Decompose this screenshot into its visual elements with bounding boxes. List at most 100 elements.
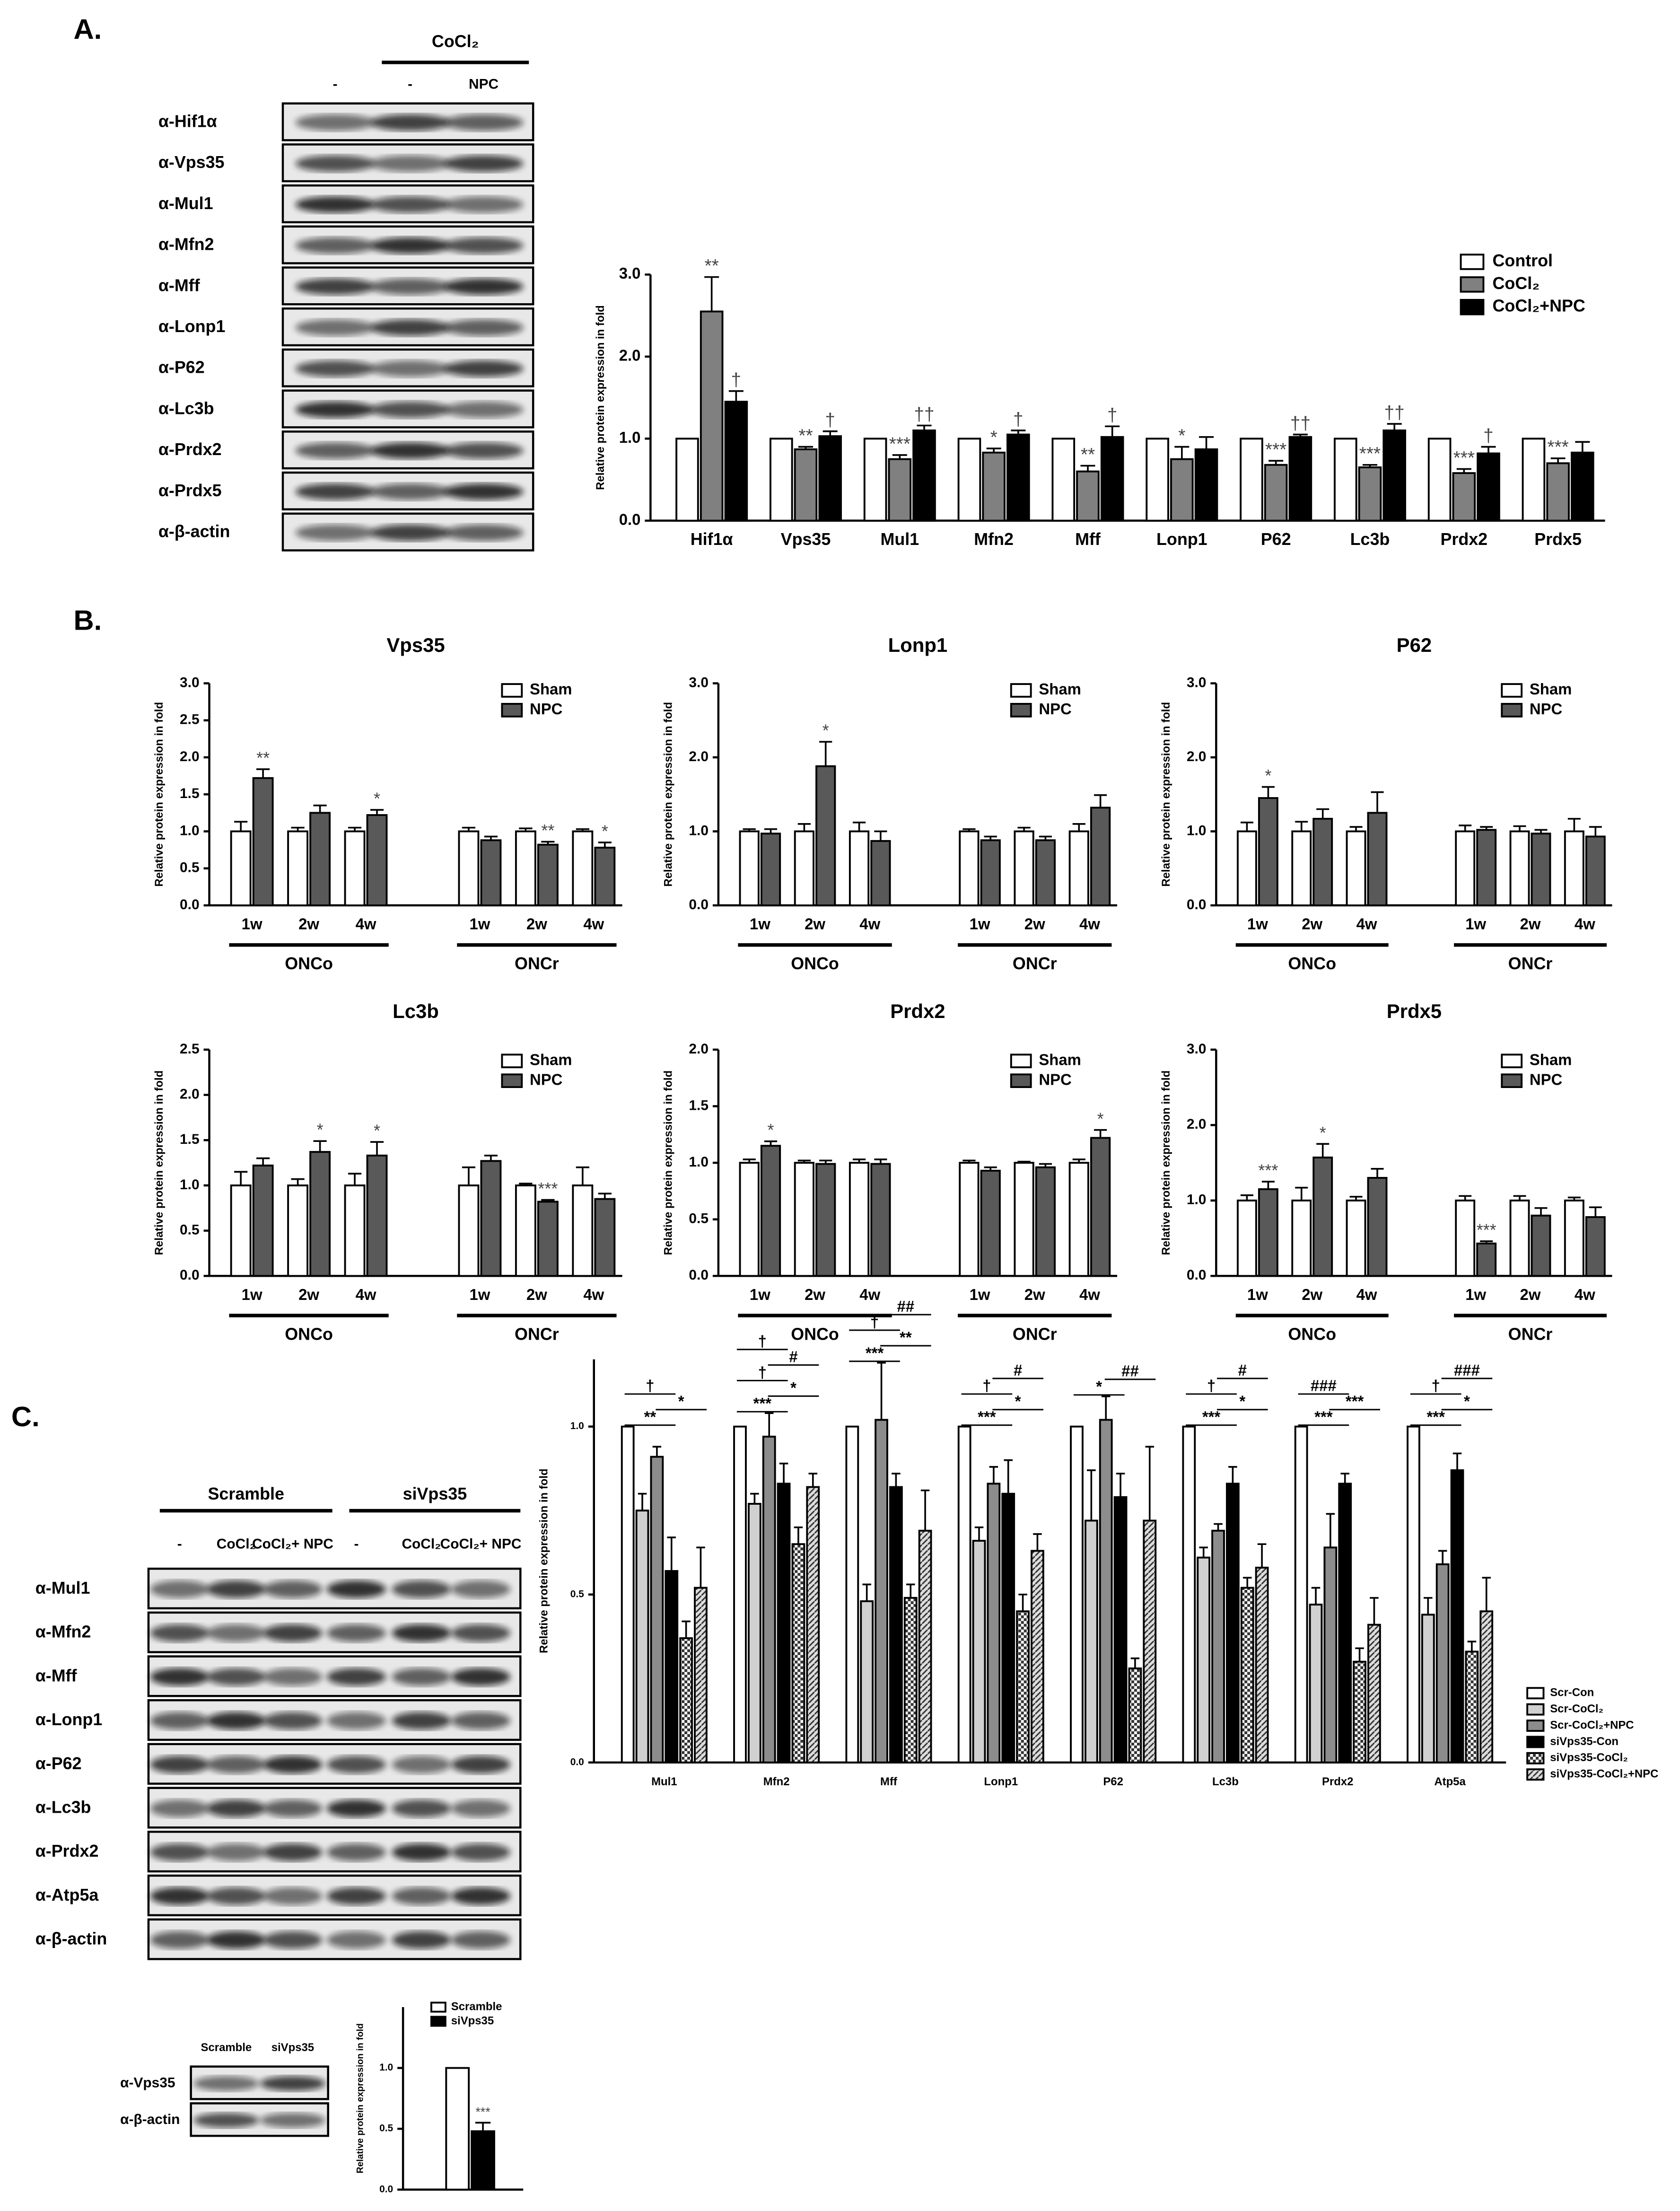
y-axis-label: Relative protein expression in fold — [594, 305, 607, 490]
bar — [230, 830, 252, 906]
blot-row-label: α-β-actin — [35, 1930, 107, 1948]
blot-band — [327, 1931, 386, 1949]
bar — [1006, 433, 1030, 522]
blot-band — [327, 1755, 386, 1773]
bar — [1476, 829, 1497, 906]
bar — [287, 1184, 309, 1277]
significance: *** — [1453, 448, 1475, 468]
bar — [1450, 1469, 1464, 1764]
significance: ### — [1311, 1377, 1337, 1395]
significance: * — [1178, 426, 1185, 446]
bar — [1240, 1587, 1254, 1764]
y-tick-label: 1.0 — [379, 2062, 393, 2073]
blot-lane-label: - — [408, 77, 412, 92]
bar — [1455, 1199, 1476, 1277]
legend-swatch — [1501, 1053, 1523, 1069]
blot-band — [150, 1668, 210, 1686]
bar — [724, 401, 748, 522]
y-tick-label: 0.0 — [1187, 1267, 1207, 1283]
y-tick-label: 2.0 — [180, 749, 200, 764]
legend-swatch — [430, 2016, 446, 2027]
bar — [594, 1198, 616, 1277]
blot-band — [370, 319, 450, 336]
x-tick-label: 4w — [1079, 915, 1100, 932]
significance: * — [1097, 1109, 1104, 1128]
legend-label: Sham — [530, 1051, 572, 1069]
bar — [665, 1570, 679, 1764]
bar — [621, 1425, 635, 1764]
blot-band — [444, 237, 524, 254]
group-label: ONCr — [1508, 1325, 1553, 1343]
bar — [1031, 1550, 1044, 1764]
legend-swatch — [501, 702, 523, 718]
panel-label: C. — [11, 1401, 40, 1432]
legend-label: Sham — [1039, 680, 1081, 698]
blot-row-label: α-β-actin — [120, 2112, 180, 2127]
y-axis-label: Relative protein expression in fold — [537, 1468, 550, 1653]
blot-band — [150, 1843, 210, 1861]
bar — [1367, 1623, 1381, 1764]
y-tick-label: 2.5 — [180, 712, 200, 728]
blot-row-label: α-Hif1α — [158, 112, 217, 131]
significance: * — [602, 822, 608, 841]
blot-lane-label: CoCl₂ — [217, 1536, 256, 1552]
bar — [806, 1486, 820, 1764]
bar — [980, 839, 1001, 906]
significance: *** — [753, 1395, 772, 1412]
y-tick-label: 1.0 — [180, 1177, 200, 1193]
blot-row-label: α-β-actin — [158, 522, 230, 541]
blot-row-label: α-Lonp1 — [158, 317, 226, 336]
legend-label: Sham — [1530, 680, 1572, 698]
significance: *** — [475, 2105, 490, 2119]
blot-band — [263, 1755, 323, 1773]
significance: †† — [914, 404, 934, 425]
blot-band — [392, 1668, 451, 1686]
bar — [1240, 438, 1263, 522]
y-tick-label: 2.0 — [180, 1086, 200, 1102]
x-tick-label: 4w — [1575, 915, 1595, 932]
legend-label: Scramble — [451, 2000, 502, 2013]
x-tick-label: 4w — [859, 1286, 880, 1303]
blot-band — [206, 1755, 266, 1773]
blot-lane-label: - — [354, 1536, 359, 1552]
x-tick-label: 1w — [242, 1286, 262, 1303]
y-tick-label: 3.0 — [619, 264, 641, 282]
significance: *** — [1547, 437, 1568, 457]
bar — [1035, 839, 1056, 906]
x-tick-label: 4w — [583, 915, 604, 932]
bar — [1182, 1425, 1196, 1764]
significance: *** — [1265, 439, 1286, 460]
legend-swatch — [1526, 1736, 1545, 1748]
blot-band — [206, 1799, 266, 1817]
blot-band — [263, 1843, 323, 1861]
x-tick-label: 2w — [526, 915, 547, 932]
bar — [480, 1160, 502, 1277]
significance: *** — [1426, 1408, 1445, 1425]
x-tick-label: Lonp1 — [984, 1775, 1018, 1788]
significance: ** — [644, 1408, 656, 1425]
blot-band — [206, 1931, 266, 1949]
bar — [739, 1162, 760, 1277]
bar — [1407, 1425, 1420, 1764]
blot-row-label: α-Prdx5 — [158, 481, 222, 500]
bar — [1455, 830, 1476, 906]
legend-label: NPC — [1530, 700, 1562, 718]
bar — [845, 1425, 859, 1764]
blot-row-label: α-Mff — [158, 276, 201, 295]
legend-label: Sham — [1039, 1051, 1081, 1069]
significance: *** — [538, 1179, 558, 1198]
bar — [1255, 1567, 1269, 1764]
legend-label: NPC — [530, 1070, 562, 1088]
legend-swatch — [501, 1073, 523, 1088]
bar — [982, 451, 1006, 522]
x-tick-label: 4w — [356, 915, 376, 932]
x-tick-label: 4w — [583, 1286, 604, 1303]
legend-label: NPC — [1039, 1070, 1071, 1088]
bar — [1421, 1614, 1435, 1764]
bar — [818, 435, 842, 522]
legend-label: siVps35 — [451, 2014, 494, 2027]
bar — [875, 1419, 888, 1764]
blot-row-label: α-Vps35 — [120, 2075, 175, 2090]
y-tick-label: 2.0 — [619, 347, 641, 364]
blot-band — [451, 1712, 510, 1730]
